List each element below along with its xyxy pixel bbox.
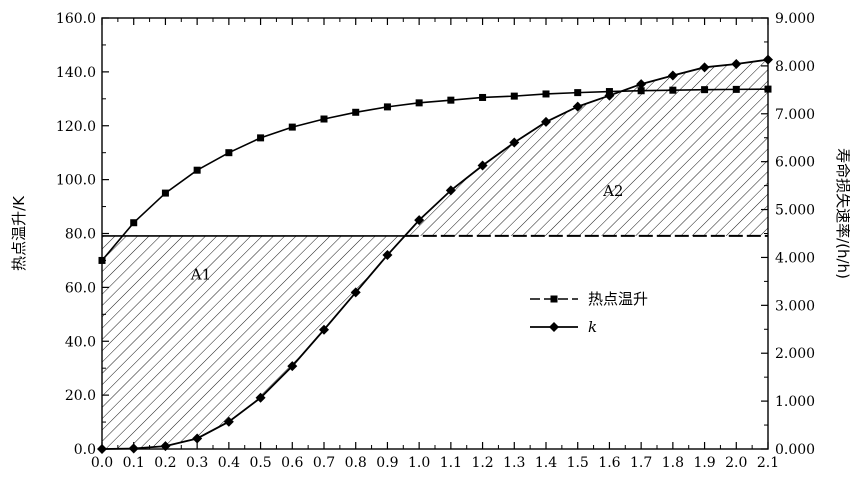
x-tick-label: 1.7 [630,455,652,471]
point-temperature-rise [415,99,423,107]
point-temperature-rise [383,103,391,111]
y-tick-label: 0.0 [74,442,96,458]
point-temperature-rise [257,134,265,142]
point-k [223,416,234,427]
y2-tick-label: 3.000 [775,298,815,314]
point-temperature-rise [542,90,550,98]
y-tick-label: 100.0 [56,173,96,189]
point-temperature-rise [161,189,169,197]
y-tick-label: 20.0 [65,388,96,404]
region-label-a2: A2 [602,182,623,200]
x-tick-label: 1.6 [598,455,620,471]
x-tick-label: 1.1 [440,455,462,471]
point-temperature-rise [352,108,360,116]
y2-tick-label: 4.000 [775,250,815,266]
labels: 热点温升/K 寿命损失速率/(h/h) A1 A2 [10,148,850,283]
legend-marker-diamond [549,322,559,332]
point-k [445,185,456,196]
point-k [636,79,647,90]
y2-tick-label: 7.000 [775,107,815,123]
region-label-a1: A1 [190,265,211,283]
point-k [287,361,298,372]
y2-tick-label: 1.000 [775,394,815,410]
point-k [255,392,266,403]
x-tick-label: 0.9 [376,455,398,471]
point-temperature-rise [574,89,582,97]
legend: 热点温升 k [530,290,648,336]
y-tick-label: 80.0 [65,227,96,243]
y-tick-label: 120.0 [56,119,96,135]
x-tick-label: 0.6 [281,455,303,471]
x-tick-label: 0.1 [123,455,145,471]
point-k [477,160,488,171]
y2-tick-label: 2.000 [775,346,815,362]
point-temperature-rise [225,149,233,157]
series-line-temperature-rise [101,88,769,261]
point-k [604,90,615,101]
y2-tick-label: 8.000 [775,59,815,75]
point-k [350,287,361,298]
legend-label-temperature-rise: 热点温升 [588,290,648,308]
y2-tick-label: 5.000 [775,203,815,219]
point-temperature-rise [130,219,138,227]
series-line-k [101,58,769,450]
y-tick-label: 140.0 [56,65,96,81]
hatched-region-a2 [404,59,768,236]
point-k [731,58,742,69]
point-k [699,62,710,73]
x-tick-label: 0.2 [154,455,176,471]
point-k [572,101,583,112]
point-temperature-rise [637,87,645,95]
x-tick-label: 1.9 [693,455,715,471]
y-tick-label: 160.0 [56,11,96,27]
hatched-region-a1 [102,235,405,449]
x-tick-label: 0.4 [218,455,240,471]
x-tick-label: 0.8 [345,455,367,471]
point-temperature-rise [288,123,296,131]
x-tick-label: 0.3 [186,455,208,471]
x-tick-label: 0.5 [249,455,271,471]
point-k [192,433,203,444]
legend-marker-square [550,295,558,303]
point-temperature-rise [320,115,328,123]
x-tick-label: 1.8 [662,455,684,471]
x-tick-label: 2.0 [725,455,747,471]
y2-tick-label: 0.000 [775,442,815,458]
point-k [667,70,678,81]
point-temperature-rise [732,85,740,93]
point-k [414,215,425,226]
point-temperature-rise [447,96,455,104]
y2-axis-title: 寿命损失速率/(h/h) [834,148,850,279]
x-tick-label: 1.0 [408,455,430,471]
point-temperature-rise [479,93,487,101]
x-tick-label: 0.0 [91,455,113,471]
point-k [382,250,393,261]
legend-label-k: k [588,318,597,336]
x-tick-label: 1.4 [535,455,557,471]
y-tick-label: 40.0 [65,334,96,350]
point-k [319,324,329,335]
x-tick-label: 2.1 [757,455,779,471]
y2-tick-label: 9.000 [775,11,815,27]
point-temperature-rise [510,92,518,100]
y-tick-label: 60.0 [65,280,96,296]
x-tick-label: 1.2 [471,455,493,471]
point-temperature-rise [669,86,677,94]
y-axis-title: 热点温升/K [10,195,28,271]
x-tick-label: 1.5 [567,455,589,471]
x-tick-label: 1.3 [503,455,525,471]
point-k [509,137,520,148]
axes: 0.0 0.1 0.2 0.3 0.4 0.5 0.6 0.7 0.8 0.9 1.0 1.1 1.2 1… [56,11,815,471]
shaded-regions [102,59,768,449]
y2-tick-label: 6.000 [775,155,815,171]
point-temperature-rise [701,86,709,94]
x-tick-label: 0.7 [313,455,335,471]
point-temperature-rise [193,166,201,174]
point-k [541,116,551,127]
